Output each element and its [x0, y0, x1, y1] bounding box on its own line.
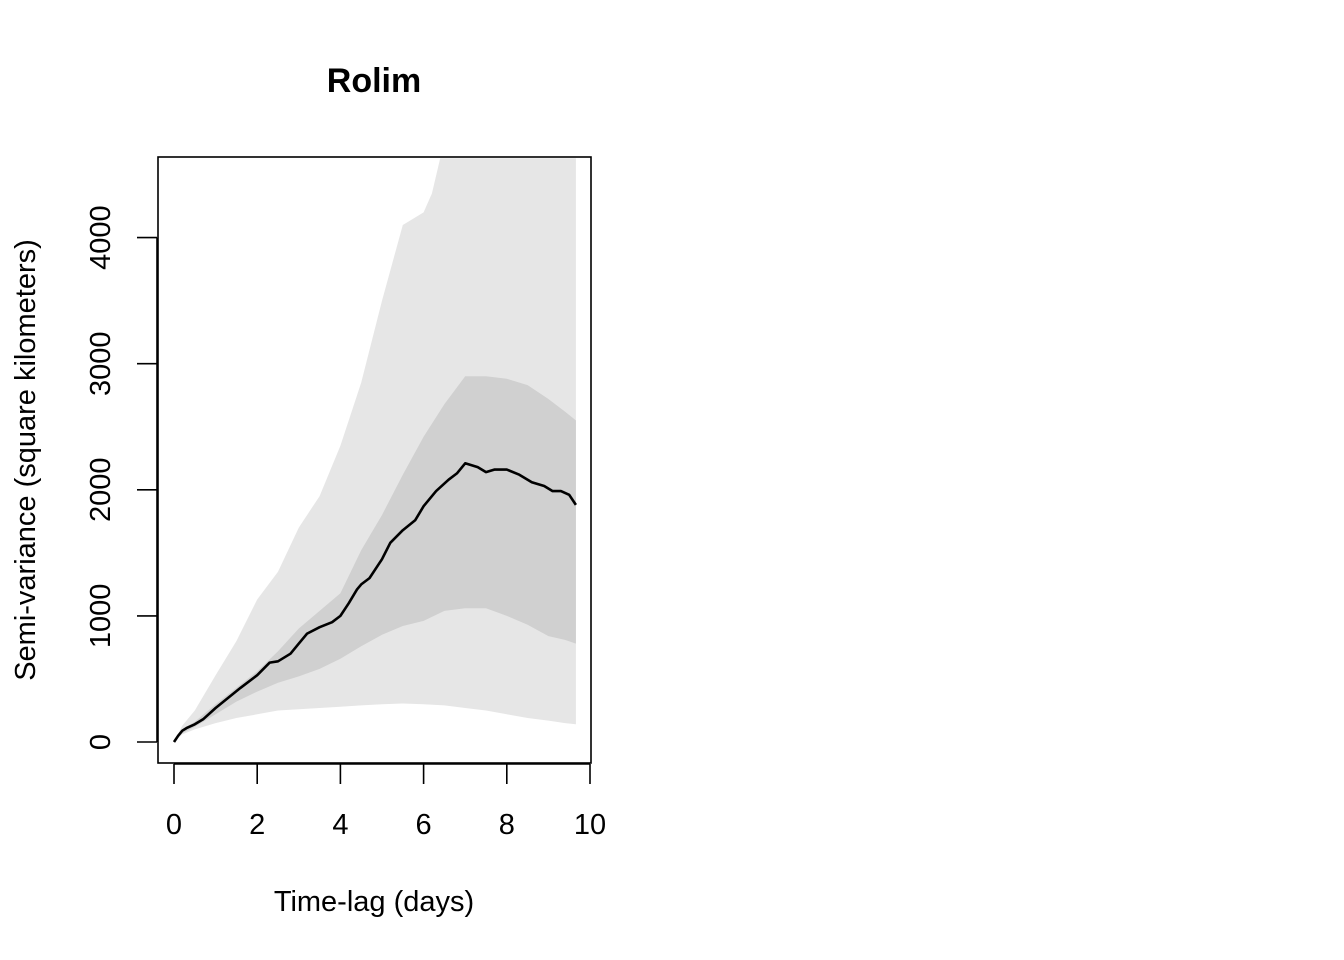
semivariance-line [172, 462, 577, 743]
chart-title: Rolim [327, 62, 421, 100]
x-tick-label: 10 [574, 809, 606, 841]
y-axis-label: Semi-variance (square kilometers) [10, 239, 42, 681]
x-axis: 0 2 4 6 8 10 [166, 763, 606, 841]
x-tick-label: 6 [416, 809, 432, 841]
plot-frame [157, 156, 592, 764]
x-tick-label: 2 [249, 809, 265, 841]
y-tick-label: 4000 [85, 205, 117, 270]
x-axis-label: Time-lag (days) [274, 886, 474, 918]
x-tick-label: 8 [499, 809, 515, 841]
x-tick-label: 4 [332, 809, 348, 841]
y-tick-label: 3000 [85, 331, 117, 396]
y-tick-label: 1000 [85, 584, 117, 649]
plot-area [172, 158, 577, 743]
y-tick-label: 0 [85, 734, 117, 750]
y-axis: 0 1000 2000 3000 4000 [85, 205, 158, 750]
y-tick-label: 2000 [85, 458, 117, 523]
x-tick-label: 0 [166, 809, 182, 841]
